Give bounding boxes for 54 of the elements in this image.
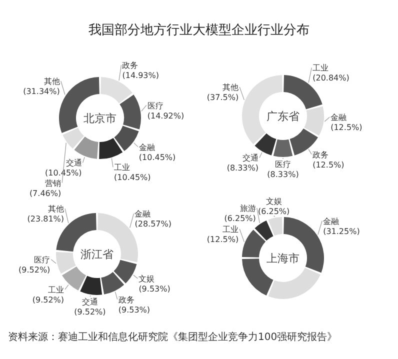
data-label: (10.45%) xyxy=(138,152,176,162)
data-label: (14.93%) xyxy=(122,71,159,80)
data-label: (12.5%) xyxy=(330,123,362,132)
data-label: (23.81%) xyxy=(27,214,64,224)
slice-label: 医疗 xyxy=(274,160,291,169)
data-label: (9.52%) xyxy=(74,307,106,316)
slice-label: 其他 xyxy=(222,83,239,92)
slice-label: 工业 xyxy=(48,285,64,294)
data-label: (12.5%) xyxy=(312,160,344,170)
data-label: (12.5%) xyxy=(206,235,239,244)
data-label: (9.53%) xyxy=(138,284,170,294)
data-label: (9.52%) xyxy=(18,265,50,274)
data-label: (7.46%) xyxy=(29,188,62,198)
data-label: (8.33%) xyxy=(226,164,258,173)
slice-label: 金融 xyxy=(134,210,151,219)
data-label: (8.33%) xyxy=(267,170,299,179)
data-label: (14.92%) xyxy=(147,111,184,120)
data-label: (31.25%) xyxy=(323,226,360,236)
text: 上海市 xyxy=(266,252,300,265)
slice-label: 旅游 xyxy=(240,204,256,213)
slice-label: 工业 xyxy=(222,225,239,234)
data-label: (37.5%) xyxy=(206,93,239,102)
data-label: (10.45%) xyxy=(45,168,82,178)
data-label: (9.53%) xyxy=(118,305,150,314)
slice-label: 金融 xyxy=(138,142,155,152)
data-label: (6.25%) xyxy=(258,206,290,216)
data-label: (31.34%) xyxy=(23,87,60,96)
data-label: (10.45%) xyxy=(114,173,151,182)
slice-label: 医疗 xyxy=(34,255,50,264)
slice-label: 工业 xyxy=(312,64,329,73)
slice-label: 政务 xyxy=(122,61,138,70)
slice-label: 交通 xyxy=(242,154,258,163)
slice-label: 文娱 xyxy=(138,274,155,284)
slice-label: 工业 xyxy=(114,163,130,172)
slice-label: 其他 xyxy=(48,204,64,214)
slice-label: 交通 xyxy=(66,158,82,168)
text: 我国部分地方行业大模型企业行业分布 xyxy=(88,22,310,38)
slice-label: 其他 xyxy=(44,77,60,86)
slice-label: 政务 xyxy=(312,150,329,160)
data-label: (6.25%) xyxy=(224,214,256,223)
slice-label: 营销 xyxy=(45,178,62,188)
slice-label: 文娱 xyxy=(266,196,282,206)
slice-label: 政务 xyxy=(118,295,134,304)
slice-label: 金融 xyxy=(330,113,347,122)
text: 浙江省 xyxy=(80,248,114,261)
text: 广东省 xyxy=(266,110,300,123)
data-label: (20.84%) xyxy=(312,74,350,83)
text: 资料来源：赛迪工业和信息化研究院《集团型企业竞争力100强研究报告》 xyxy=(8,331,338,343)
data-label: (9.52%) xyxy=(32,295,64,304)
data-label: (28.57%) xyxy=(134,220,172,229)
slice-label: 医疗 xyxy=(147,101,164,110)
text: 北京市 xyxy=(84,112,116,125)
slice-label: 交通 xyxy=(82,297,98,306)
slice-label: 金融 xyxy=(323,216,340,226)
